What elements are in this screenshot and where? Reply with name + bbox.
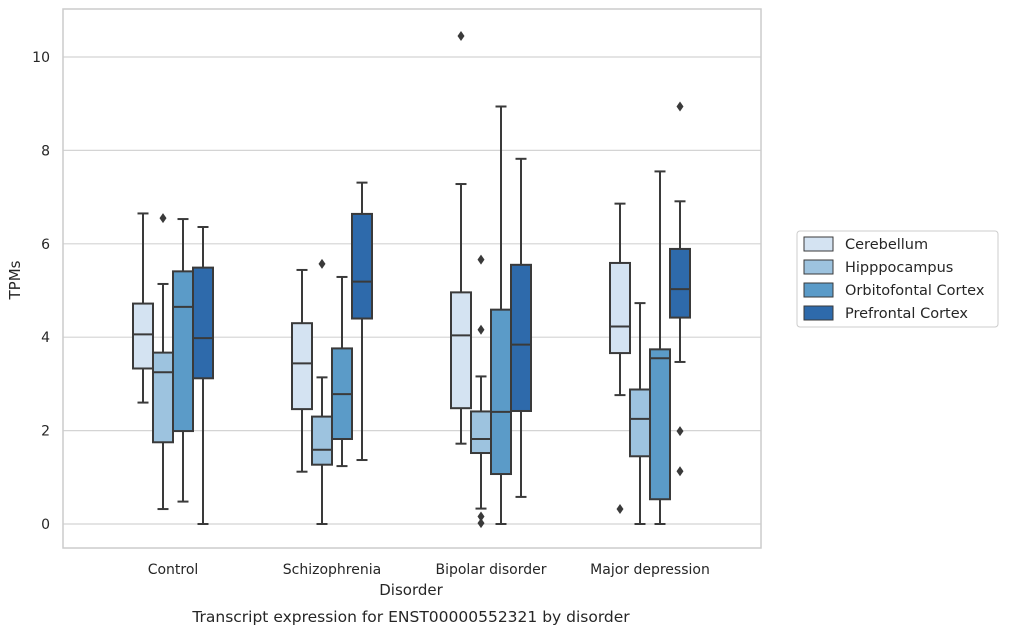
box-iqr: [172, 270, 194, 433]
x-tick-label: Control: [148, 562, 199, 578]
box-group: [351, 181, 373, 462]
outlier-point: [159, 213, 167, 224]
outlier-point: [477, 518, 485, 529]
box-iqr: [629, 388, 651, 458]
box-group: [152, 213, 174, 511]
box-group: [649, 170, 671, 525]
x-tick-label: Major depression: [590, 562, 710, 578]
box-iqr: [609, 261, 631, 355]
box-iqr: [510, 263, 532, 412]
box-group: [669, 101, 691, 477]
legend-swatch: [803, 236, 834, 252]
outlier-point: [318, 258, 326, 269]
y-tick-labels: 0 2 4 6 8 10: [32, 50, 50, 533]
outlier-point: [676, 466, 684, 477]
box-iqr: [351, 212, 373, 320]
legend-label: Cerebellum: [845, 237, 928, 253]
plot-frame: [62, 8, 762, 549]
legend: Cerebellum Hipppocampus Orbitofontal Corte…: [796, 230, 999, 328]
chart-caption: Transcript expression for ENST0000055232…: [191, 608, 630, 626]
outlier-point: [477, 511, 485, 522]
box-group: [192, 225, 214, 525]
box-iqr: [311, 415, 333, 466]
outlier-point: [477, 254, 485, 265]
outlier-point: [457, 30, 465, 41]
box-iqr: [649, 348, 671, 501]
box-iqr: [192, 266, 214, 380]
box-group: [609, 202, 631, 515]
legend-label: Orbitofontal Cortex: [845, 283, 985, 299]
box-group: [291, 268, 313, 473]
box-iqr: [490, 308, 512, 476]
x-tick-labels: Control Schizophrenia Bipolar disorder Majo…: [148, 562, 710, 578]
y-tick-label: 0: [41, 517, 50, 533]
y-axis-title: TPMs: [6, 260, 24, 300]
x-tick-label: Bipolar disorder: [435, 562, 546, 578]
legend-swatch: [803, 259, 834, 275]
outlier-point: [676, 101, 684, 112]
box-iqr: [132, 302, 154, 370]
box-iqr: [669, 247, 691, 319]
box-group: [450, 30, 472, 445]
legend-swatch: [803, 282, 834, 298]
box-iqr: [291, 322, 313, 411]
y-tick-label: 6: [41, 237, 50, 253]
box-group: [490, 105, 512, 525]
legend-swatch: [803, 305, 834, 321]
y-tick-label: 8: [41, 143, 50, 159]
outlier-point: [616, 504, 624, 515]
x-axis-title: Disorder: [379, 581, 443, 599]
box-group: [132, 212, 154, 404]
legend-label: Prefrontal Cortex: [845, 306, 968, 322]
box-group: [311, 258, 333, 525]
y-tick-label: 4: [41, 330, 50, 346]
box-group: [629, 302, 651, 525]
box-group: [510, 157, 532, 498]
box-group: [470, 254, 492, 529]
y-tick-label: 2: [41, 424, 50, 440]
box-iqr: [450, 291, 472, 410]
box-iqr: [470, 410, 492, 455]
x-tick-label: Schizophrenia: [283, 562, 381, 578]
outlier-point: [676, 426, 684, 437]
box-iqr: [152, 351, 174, 444]
legend-frame: [796, 230, 999, 328]
boxes: [132, 30, 691, 529]
y-tick-label: 10: [32, 50, 50, 66]
box-group: [172, 218, 194, 503]
box-group: [331, 275, 353, 468]
outlier-point: [477, 324, 485, 335]
legend-label: Hipppocampus: [845, 260, 953, 276]
